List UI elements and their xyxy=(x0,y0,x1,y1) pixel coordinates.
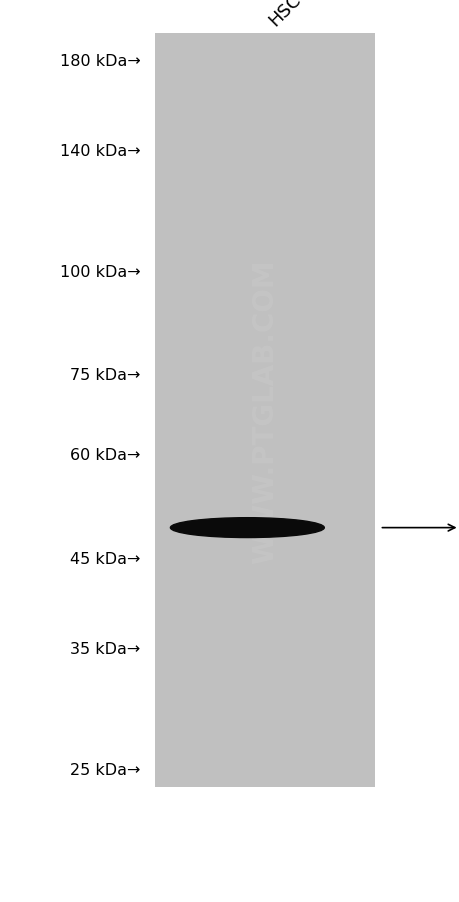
Text: HSC-T6: HSC-T6 xyxy=(264,0,323,30)
Text: 25 kDa→: 25 kDa→ xyxy=(70,762,140,777)
Text: 45 kDa→: 45 kDa→ xyxy=(70,551,140,566)
Text: 180 kDa→: 180 kDa→ xyxy=(59,54,140,69)
Ellipse shape xyxy=(170,518,324,538)
Text: 100 kDa→: 100 kDa→ xyxy=(60,264,140,280)
Text: PISD: PISD xyxy=(381,519,459,537)
Text: 60 kDa→: 60 kDa→ xyxy=(70,448,140,463)
Text: 140 kDa→: 140 kDa→ xyxy=(60,144,140,159)
Bar xyxy=(155,34,374,787)
Text: 75 kDa→: 75 kDa→ xyxy=(70,368,140,382)
Text: WWW.PTGLAB.COM: WWW.PTGLAB.COM xyxy=(251,259,278,563)
Text: 35 kDa→: 35 kDa→ xyxy=(70,641,140,657)
